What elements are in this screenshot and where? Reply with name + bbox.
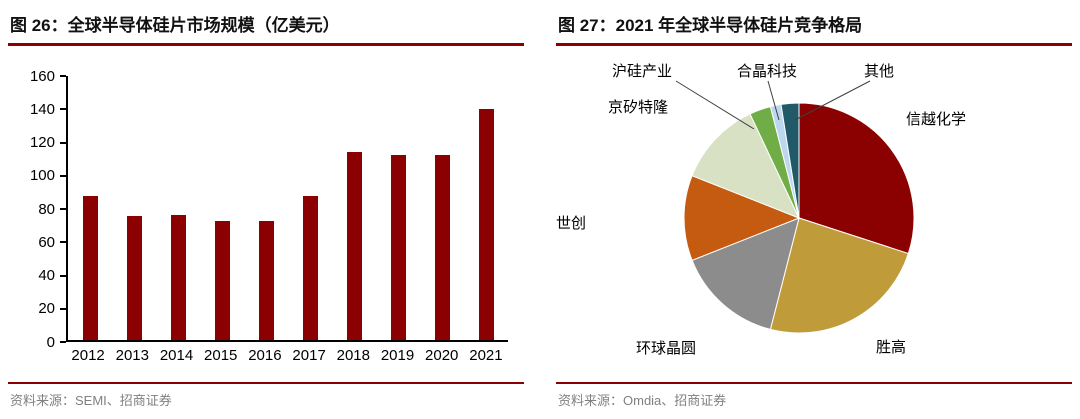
- bar-2020: [434, 155, 450, 340]
- bar-column: [112, 76, 156, 340]
- x-tick-label: 2018: [336, 347, 370, 364]
- x-tick-label: 2021: [469, 347, 503, 364]
- pie-slice-1: [769, 217, 910, 334]
- figure-26-source-rule: [8, 382, 524, 384]
- bar-column: [244, 76, 288, 340]
- figure-26-source: 资料来源：SEMI、招商证券: [10, 393, 172, 408]
- figure-27-source: 资料来源：Omdia、招商证券: [558, 393, 727, 408]
- figure-27-panel: 图 27：2021 年全球半导体硅片竞争格局 沪硅产业 合晶科技 其他 京矽特隆…: [556, 8, 1072, 411]
- bar-2012: [82, 196, 98, 340]
- pie-slice-3: [683, 175, 801, 261]
- pie-slice-2: [691, 217, 800, 330]
- bar-column: [156, 76, 200, 340]
- x-tick-label: 2015: [204, 347, 238, 364]
- pie-label-sumco: 胜高: [876, 339, 907, 356]
- pie-chart: 沪硅产业 合晶科技 其他 京矽特隆 信越化学 世创 环球晶圆 胜高: [556, 50, 1072, 368]
- pie: [683, 102, 915, 334]
- x-axis-labels: 2012 2013 2014 2015 2016 2017 2018 2019 2020 2021: [66, 347, 508, 364]
- pie-label-siltronic: 世创: [556, 215, 587, 232]
- bar-2021: [478, 109, 494, 340]
- x-tick-label: 2019: [380, 347, 415, 364]
- pie-label-shinetsu: 信越化学: [906, 111, 967, 128]
- bar-column: [464, 76, 508, 340]
- bar-2014: [170, 214, 186, 340]
- figure-27-title-rule: [556, 43, 1072, 46]
- figure-26-panel: 图 26：全球半导体硅片市场规模（亿美元） 160 140 120 100 80 60 40…: [8, 8, 524, 411]
- figure-27-source-rule: [556, 382, 1072, 384]
- bar-2016: [258, 221, 274, 340]
- bar-column: [376, 76, 420, 340]
- pie-label-siltron: 京矽特隆: [608, 99, 669, 116]
- bar-column: [420, 76, 464, 340]
- bar-2013: [126, 216, 142, 340]
- figure-27-footer: 资料来源：Omdia、招商证券: [556, 382, 1072, 411]
- figure-26-title-rule: [8, 43, 524, 46]
- bar-column: [288, 76, 332, 340]
- bar-2017: [302, 196, 318, 340]
- x-tick-label: 2014: [159, 347, 194, 364]
- pie-label-husi-industry: 沪硅产业: [612, 63, 673, 80]
- figure-26-title: 图 26：全球半导体硅片市场规模（亿美元）: [10, 16, 340, 35]
- bar-2018: [346, 151, 362, 340]
- x-tick-label: 2016: [248, 347, 282, 364]
- x-tick-label: 2020: [425, 347, 459, 364]
- x-tick-label: 2013: [115, 347, 149, 364]
- pie-label-others: 其他: [864, 63, 895, 80]
- y-axis: 160 140 120 100 80 60 40 20 0: [8, 68, 66, 351]
- pie-label-hejing-tech: 合晶科技: [737, 63, 798, 80]
- x-tick-label: 2012: [71, 347, 105, 364]
- bars: [68, 76, 508, 340]
- x-tick-label: 2017: [292, 347, 326, 364]
- bar-2015: [214, 221, 230, 340]
- bar-chart: 160 140 120 100 80 60 40 20 0 2012 2013 2014 2015 20…: [8, 50, 524, 368]
- bar-2019: [390, 155, 406, 340]
- bar-column: [200, 76, 244, 340]
- bar-column: [68, 76, 112, 340]
- figure-26-footer: 资料来源：SEMI、招商证券: [8, 382, 524, 411]
- pie-label-globalwafers: 环球晶圆: [636, 340, 697, 357]
- figure-27-title: 图 27：2021 年全球半导体硅片竞争格局: [558, 16, 863, 35]
- bar-plot: [66, 76, 508, 342]
- bar-column: [332, 76, 376, 340]
- x-axis-spacer: [8, 347, 66, 364]
